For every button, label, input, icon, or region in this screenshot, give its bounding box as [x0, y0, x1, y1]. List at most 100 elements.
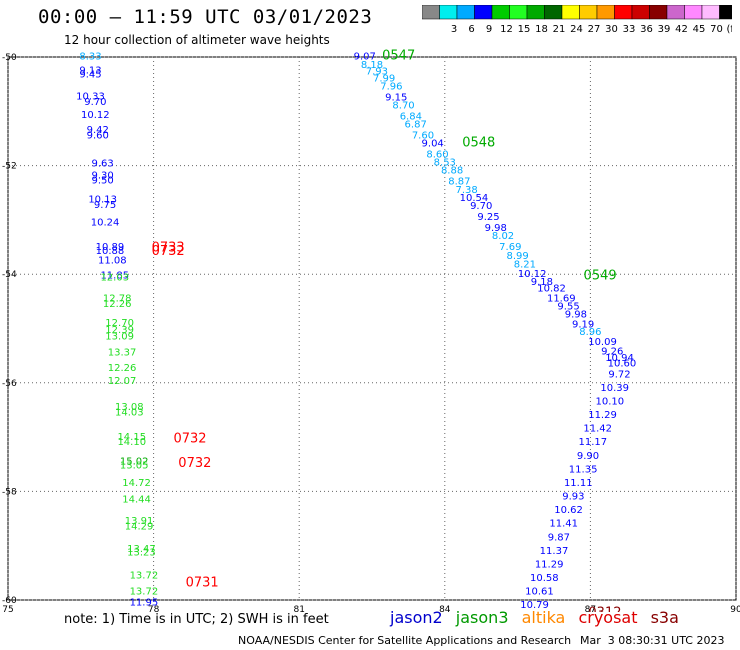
- legend-jason2: jason2: [390, 608, 443, 627]
- wave-height-value: 10.13: [88, 195, 117, 206]
- wave-height-value: 13.37: [108, 348, 137, 359]
- wave-height-value: 11.08: [98, 255, 127, 266]
- wave-height-plot: 75 78 81 84 87 90-50-52-54-56-58-608.339.139.…: [2, 49, 740, 612]
- wave-height-value: 9.50: [92, 176, 114, 187]
- colorbar-label: 70: [710, 24, 723, 35]
- wave-height-value: 8.33: [79, 52, 101, 63]
- x-tick-label: 90: [730, 605, 740, 612]
- wave-height-value: 9.13: [79, 65, 101, 76]
- wave-height-value: 9.25: [477, 212, 499, 223]
- wave-height-value: 10.82: [537, 284, 566, 295]
- colorbar-label: 45: [693, 24, 706, 35]
- pass-time-label: 0547: [382, 49, 415, 64]
- wave-height-value: 9.93: [562, 492, 584, 503]
- wave-height-value: 10.12: [518, 269, 547, 280]
- wave-height-value: 9.18: [531, 277, 553, 288]
- legend-altika: altika: [521, 608, 566, 627]
- wave-height-value: 9.98: [565, 310, 587, 321]
- wave-height-value: 10.33: [76, 91, 105, 102]
- wave-height-value: 14.29: [125, 521, 154, 532]
- wave-height-value: 14.72: [122, 478, 151, 489]
- wave-height-value: 8.53: [434, 158, 456, 169]
- colorbar-label: 9: [486, 24, 492, 35]
- wave-height-value: 10.54: [460, 193, 489, 204]
- wave-height-value: 13.08: [115, 402, 144, 413]
- pass-time-label: 0732: [178, 456, 211, 471]
- wave-height-value: 8.18: [361, 60, 383, 71]
- y-tick-label: -58: [2, 487, 17, 497]
- colorbar-label: 30: [605, 24, 618, 35]
- wave-height-value: 9.70: [470, 201, 492, 212]
- wave-height-value: 7.99: [373, 73, 395, 84]
- wave-height-value: 12.03: [100, 273, 129, 284]
- colorbar-label: 39: [658, 24, 671, 35]
- wave-height-value: 13.09: [105, 331, 134, 342]
- wave-height-value: 10.60: [608, 359, 637, 370]
- wave-height-value: 9.07: [354, 52, 376, 63]
- pass-time-label: 0549: [584, 269, 617, 284]
- wave-height-value: 13.23: [127, 547, 156, 558]
- y-tick-label: -60: [2, 596, 17, 606]
- wave-height-value: 10.62: [554, 505, 583, 516]
- wave-height-value: 12.26: [103, 299, 132, 310]
- colorbar-label: 33: [623, 24, 636, 35]
- y-tick-label: -52: [2, 162, 17, 172]
- wave-height-value: 10.12: [81, 110, 110, 121]
- colorbar-label: 42: [675, 24, 688, 35]
- colorbar-label: 24: [570, 24, 583, 35]
- wave-height-value: 11.17: [579, 437, 608, 448]
- wave-height-value: 6.84: [400, 111, 422, 122]
- pass-time-label: 0731: [186, 575, 219, 590]
- credit-text: NOAA/NESDIS Center for Satellite Applica…: [238, 634, 572, 647]
- wave-height-value: 9.45: [79, 70, 101, 81]
- x-tick-label: 75: [2, 605, 13, 612]
- colorbar-label: (ft): [726, 24, 732, 35]
- wave-height-value: 10.39: [600, 383, 629, 394]
- wave-height-value: 15.02: [120, 456, 149, 467]
- wave-height-value: 9.30: [92, 171, 114, 182]
- satellite-legend: jason2 jason3 altika cryosat s3a: [390, 608, 687, 627]
- wave-height-value: 10.58: [530, 573, 559, 584]
- generated-timestamp: Mar 3 08:30:31 UTC 2023: [580, 634, 725, 647]
- legend-jason3: jason3: [455, 608, 509, 627]
- wave-height-value: 10.61: [525, 587, 554, 598]
- wave-height-value: 11.42: [583, 424, 612, 435]
- wave-height-value: 14.44: [122, 494, 151, 505]
- wave-height-value: 8.21: [514, 260, 536, 271]
- wave-height-value: 13.05: [120, 461, 149, 472]
- wave-height-value: 9.55: [557, 301, 579, 312]
- wave-height-value: 14.03: [115, 407, 144, 418]
- wave-height-value: 11.37: [540, 546, 569, 557]
- wave-height-value: 9.04: [422, 139, 444, 150]
- colorbar-swatch: [719, 5, 732, 20]
- wave-height-value: 9.90: [577, 451, 599, 462]
- wave-height-value: 9.87: [548, 532, 570, 543]
- wave-height-value: 9.63: [92, 159, 114, 170]
- wave-height-value: 11.85: [100, 271, 129, 282]
- footnote: note: 1) Time is in UTC; 2) SWH is in fe…: [64, 612, 329, 627]
- wave-height-value: 11.69: [547, 293, 576, 304]
- pass-time-label: 0732: [152, 244, 185, 259]
- wave-height-value: 9.75: [94, 200, 116, 211]
- wave-height-value: 12.70: [105, 318, 134, 329]
- wave-height-value: 14.15: [117, 432, 146, 443]
- x-tick-label: 84: [439, 605, 451, 612]
- wave-height-value: 9.42: [87, 125, 109, 136]
- wave-height-value: 10.10: [595, 397, 624, 408]
- wave-height-value: 9.15: [385, 92, 407, 103]
- wave-height-value: 10.24: [91, 217, 120, 228]
- wave-height-value: 7.60: [412, 130, 434, 141]
- colorbar-label: 15: [518, 24, 531, 35]
- wave-height-value: 13.91: [125, 516, 154, 527]
- colorbar-label: 18: [535, 24, 548, 35]
- legend-cryosat: cryosat: [578, 608, 638, 627]
- x-tick-label: 87: [585, 605, 596, 612]
- legend-s3a: s3a: [650, 608, 679, 627]
- wave-height-value: 8.60: [426, 149, 448, 160]
- wave-height-value: 8.99: [506, 251, 528, 262]
- wave-height-value: 11.29: [535, 559, 564, 570]
- wave-height-value: 7.38: [456, 185, 478, 196]
- chart-title: 00:00 – 11:59 UTC 03/01/2023: [38, 6, 373, 28]
